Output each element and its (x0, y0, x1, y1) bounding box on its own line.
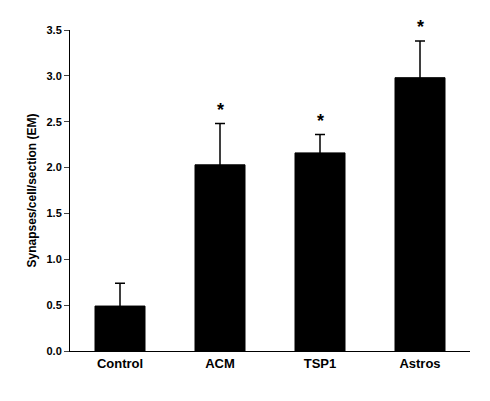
svg-text:Astros: Astros (399, 356, 440, 371)
svg-text:TSP1: TSP1 (304, 356, 337, 371)
svg-text:2.0: 2.0 (47, 161, 62, 173)
svg-text:3.0: 3.0 (47, 70, 62, 82)
svg-text:0.5: 0.5 (47, 299, 62, 311)
svg-text:3.5: 3.5 (47, 24, 62, 36)
svg-text:*: * (417, 17, 424, 37)
svg-text:1.5: 1.5 (47, 207, 62, 219)
svg-text:*: * (317, 111, 324, 131)
svg-text:*: * (217, 100, 224, 120)
svg-text:0.0: 0.0 (47, 345, 62, 357)
svg-text:Control: Control (97, 356, 143, 371)
svg-text:2.5: 2.5 (47, 116, 62, 128)
svg-text:1.0: 1.0 (47, 253, 62, 265)
svg-text:ACM: ACM (205, 356, 235, 371)
svg-text:Synapses/cell/section (EM): Synapses/cell/section (EM) (25, 113, 39, 267)
